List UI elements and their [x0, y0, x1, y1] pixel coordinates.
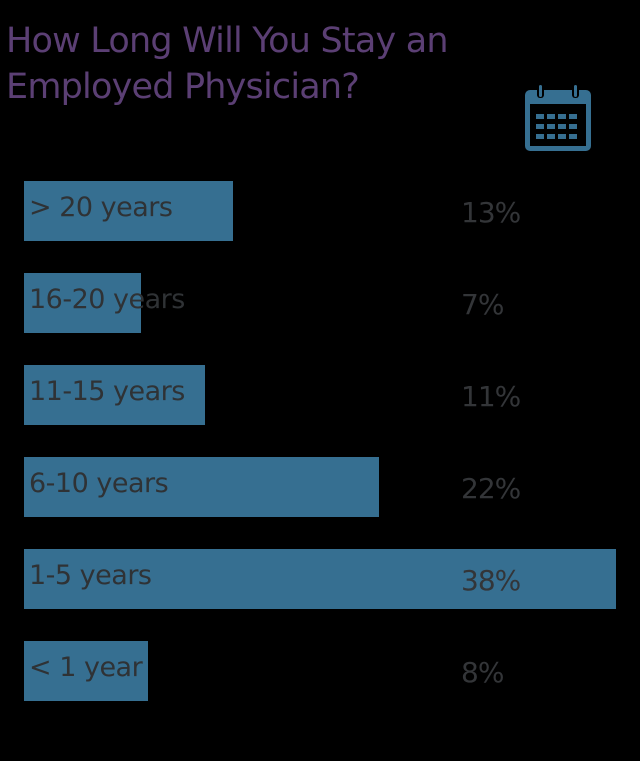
bar-label: > 20 years	[29, 192, 173, 223]
bar-label: 11-15 years	[29, 376, 185, 407]
bar-6-10-years	[24, 457, 379, 517]
bar-label: 1-5 years	[29, 560, 152, 591]
chart-title-line2: Employed Physician?	[6, 67, 360, 107]
bar-1-5-years	[24, 549, 616, 609]
bar-value: 22%	[461, 472, 521, 505]
bar-lt-1-year	[24, 641, 148, 701]
bar-16-20-years	[24, 273, 141, 333]
chart-title: How Long Will You Stay an Employed Physi…	[6, 18, 526, 110]
bar-label: 16-20 years	[29, 284, 185, 315]
bar-label: < 1 year	[29, 652, 143, 683]
bar-value: 7%	[461, 288, 504, 321]
bar-value: 11%	[461, 380, 521, 413]
chart-title-line1: How Long Will You Stay an	[6, 21, 449, 61]
bar-value: 8%	[461, 656, 504, 689]
bar-label: 6-10 years	[29, 468, 169, 499]
calendar-icon	[525, 84, 591, 151]
bar-gt-20-years	[24, 181, 233, 241]
bar-value: 38%	[461, 564, 521, 597]
bar-11-15-years	[24, 365, 205, 425]
bar-value: 13%	[461, 196, 521, 229]
